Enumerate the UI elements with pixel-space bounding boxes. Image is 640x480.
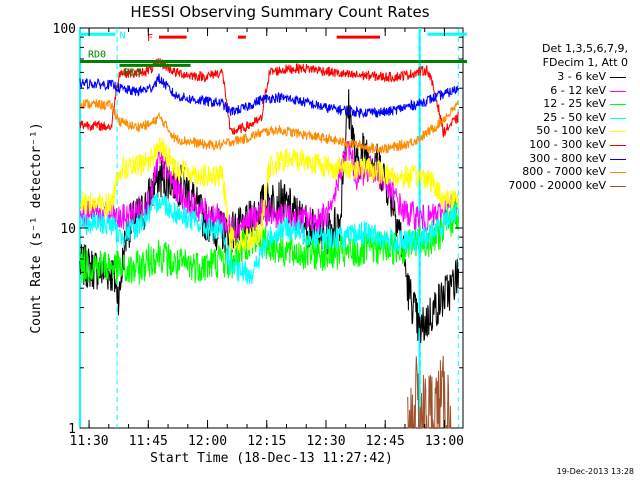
- legend-entry-1: 6 - 12 keV: [470, 84, 628, 98]
- state-label-2: F: [147, 33, 153, 44]
- legend-swatch: [610, 104, 626, 106]
- legend-entry-2: 12 - 25 keV: [470, 97, 628, 111]
- series-line-7: [79, 98, 459, 155]
- x-tick-label-0: 11:30: [70, 434, 109, 449]
- series-line-4: [79, 137, 460, 254]
- legend-title-line-2: FDecim 1, Att 0: [542, 56, 628, 69]
- x-tick-label-1: 11:45: [129, 434, 168, 449]
- legend-title-line-1: Det 1,3,5,6,7,9,: [541, 42, 628, 55]
- x-tick-label-5: 12:45: [366, 434, 405, 449]
- legend-label: 25 - 50 keV: [543, 110, 606, 124]
- legend-entry-8: 7000 - 20000 keV: [470, 179, 628, 193]
- legend-entry-5: 100 - 300 keV: [470, 138, 628, 152]
- x-tick-label-2: 12:00: [188, 434, 227, 449]
- footer-timestamp: 19-Dec-2013 13:28: [556, 467, 634, 476]
- legend-swatch: [610, 172, 626, 174]
- series-line-6: [79, 73, 460, 119]
- y-tick-label-1: 10: [60, 222, 76, 237]
- legend-label: 50 - 100 keV: [536, 124, 606, 138]
- legend-swatch: [610, 158, 626, 160]
- legend-label: 300 - 800 keV: [529, 151, 606, 165]
- legend-swatch: [610, 77, 626, 78]
- legend-swatch: [610, 185, 626, 187]
- legend-label: 100 - 300 keV: [529, 138, 606, 151]
- legend-swatch: [610, 90, 626, 92]
- x-tick-label-3: 12:15: [247, 434, 286, 449]
- y-tick-label-2: 100: [53, 22, 76, 37]
- series-line-8: [407, 355, 452, 430]
- legend-entry-0: 3 - 6 keV: [470, 70, 628, 84]
- series-line-3: [79, 192, 460, 285]
- state-label-1: RD0: [123, 67, 141, 78]
- state-label-3: N: [120, 30, 126, 41]
- x-tick-label-4: 12:30: [306, 434, 345, 449]
- legend-label: 800 - 7000 keV: [522, 165, 606, 179]
- legend-entry-6: 300 - 800 keV: [470, 152, 628, 166]
- y-tick-label-0: 1: [68, 422, 76, 437]
- legend-entry-4: 50 - 100 keV: [470, 124, 628, 138]
- legend-entry-3: 25 - 50 keV: [470, 111, 628, 125]
- legend-label: 3 - 6 keV: [557, 70, 606, 83]
- x-tick-label-6: 13:00: [425, 434, 464, 449]
- legend-entry-7: 800 - 7000 keV: [470, 165, 628, 179]
- state-label-0: RD0: [88, 49, 106, 60]
- legend-swatch: [610, 131, 626, 133]
- legend-label: 6 - 12 keV: [550, 83, 606, 97]
- legend-label: 12 - 25 keV: [543, 97, 606, 111]
- chart-title: HESSI Observing Summary Count Rates: [130, 3, 430, 21]
- y-axis-label: Count Rate (s⁻¹ detector⁻¹): [29, 122, 44, 333]
- legend-swatch: [610, 117, 626, 119]
- series-line-1: [79, 140, 460, 241]
- legend-swatch: [610, 145, 626, 146]
- legend-label: 7000 - 20000 keV: [508, 178, 606, 192]
- x-axis-label: Start Time (18-Dec-13 11:27:42): [150, 451, 393, 466]
- series-line-5: [79, 58, 460, 138]
